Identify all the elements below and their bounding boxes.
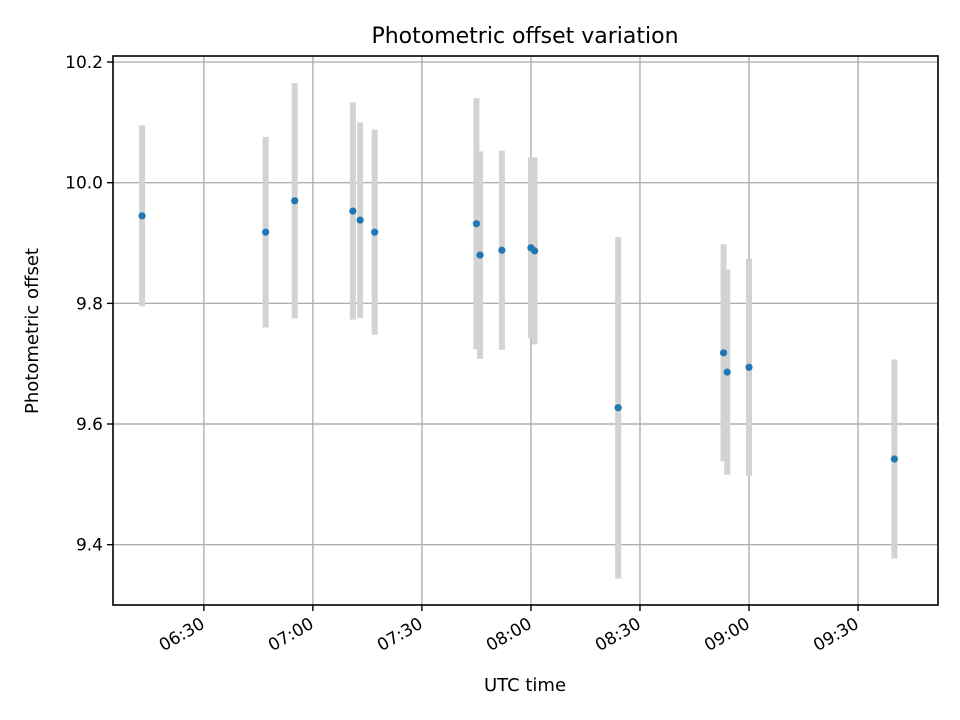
data-point	[472, 220, 481, 228]
data-point	[723, 368, 731, 376]
x-axis-label: UTC time	[484, 675, 566, 696]
data-point	[291, 197, 299, 205]
x-tick-label: 08:30	[592, 614, 644, 656]
x-tick-label: 07:30	[374, 614, 426, 656]
x-tick-label: 06:30	[156, 614, 208, 656]
y-tick-label: 9.6	[76, 415, 103, 435]
errorbars	[139, 83, 898, 579]
plot-frame	[112, 55, 939, 606]
data-point	[349, 207, 357, 215]
data-point	[371, 228, 379, 236]
x-axis: 06:30 07:00 07:30 08:00 08:30 09:00 09:30	[156, 605, 863, 656]
x-tick-label: 07:00	[265, 614, 317, 656]
data-point	[745, 363, 753, 371]
data-points	[138, 197, 898, 463]
y-tick-label: 9.4	[76, 536, 103, 556]
data-point	[356, 216, 364, 224]
data-point	[262, 228, 270, 236]
grid	[113, 56, 938, 605]
data-point	[138, 212, 146, 220]
x-tick-label: 09:30	[810, 614, 862, 656]
x-tick-label: 09:00	[701, 614, 753, 656]
x-tick-label: 08:00	[483, 614, 535, 656]
y-tick-label: 9.8	[76, 294, 103, 314]
y-axis: 9.4 9.6 9.8 10.0 10.2	[65, 53, 113, 556]
data-point	[530, 247, 539, 255]
y-axis-label: Photometric offset	[22, 248, 43, 414]
data-point	[498, 246, 506, 254]
y-tick-label: 10.2	[65, 53, 103, 73]
y-tick-label: 10.0	[65, 174, 103, 194]
data-point	[719, 349, 728, 357]
data-point	[476, 251, 484, 259]
data-point	[614, 404, 622, 412]
data-point	[890, 455, 898, 463]
chart-title: Photometric offset variation	[371, 24, 678, 49]
